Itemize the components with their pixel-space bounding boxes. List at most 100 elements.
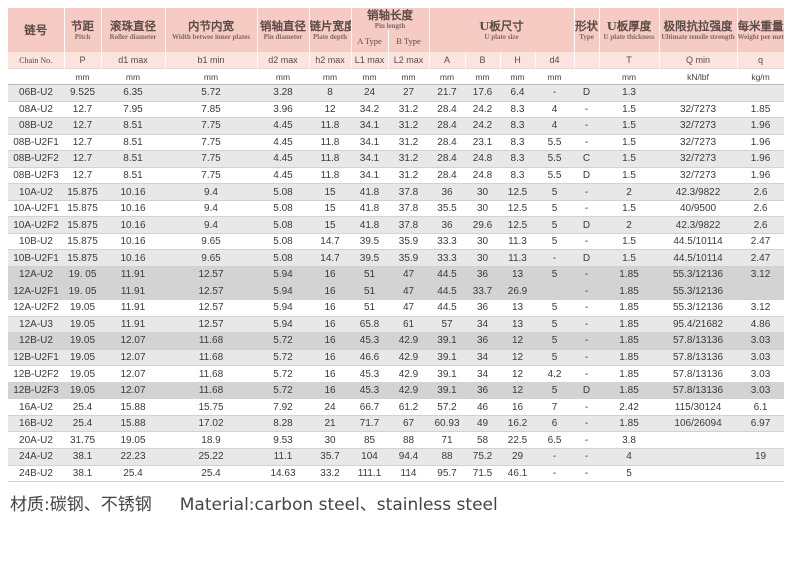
table-cell: 66.7: [351, 398, 388, 416]
table-cell: 7.95: [101, 101, 165, 119]
table-row: 20A-U2 31.75 19.05 18.9 9.53 30 85 88 71 58 22.5 6.…: [8, 431, 785, 450]
table-cell: -: [574, 233, 600, 251]
table-cell: 5: [535, 299, 575, 317]
table-row: 12A-U2F1 19. 05 11.91 12.57 5.94 16 51 47 44.5 33…: [8, 283, 785, 301]
table-cell: 12.5: [500, 216, 535, 234]
table-cell: 46.1: [500, 465, 535, 483]
table-cell: 34.1: [351, 150, 388, 168]
table-cell: 11.8: [309, 150, 351, 168]
table-cell: 12.7: [64, 134, 101, 152]
table-cell: 11.68: [165, 349, 257, 367]
col-pitch-header: 节距 Pitch: [64, 8, 102, 52]
table-cell: 15: [309, 183, 351, 201]
table-cell: 8.51: [101, 134, 165, 152]
table-cell: 57.8/13136: [659, 382, 738, 400]
table-cell: 44.5: [429, 266, 465, 284]
table-cell: 5: [535, 183, 575, 201]
table-cell: [737, 283, 785, 301]
table-cell: 25.4: [101, 465, 165, 483]
table-cell: 5.08: [257, 249, 309, 268]
table-cell: 16: [309, 349, 351, 367]
table-cell: 45.3: [351, 382, 388, 400]
table-cell: 49: [465, 415, 500, 433]
table-cell: 9.4: [165, 200, 257, 218]
chain-no-cell: 10A-U2F2: [8, 216, 64, 234]
symbol-cell: h2 max: [309, 52, 352, 69]
table-cell: 9.53: [257, 431, 309, 450]
table-cell: 114: [388, 465, 429, 483]
table-cell: 19. 05: [64, 266, 101, 284]
chain-no-cell: 20A-U2: [8, 431, 64, 450]
table-cell: 19.05: [64, 299, 101, 317]
table-cell: 29.6: [465, 216, 500, 234]
table-cell: 19. 05: [64, 283, 101, 301]
table-cell: 71: [429, 431, 465, 450]
table-cell: 6.4: [500, 84, 535, 102]
table-cell: 15.875: [64, 183, 101, 201]
table-cell: 41.8: [351, 200, 388, 218]
table-cell: 9.65: [165, 233, 257, 251]
table-cell: 2.6: [737, 216, 785, 234]
header-row-pin-types: A Type B Type: [8, 30, 784, 52]
table-cell: 12.07: [101, 332, 165, 350]
table-cell: 37.8: [388, 200, 429, 218]
table-cell: [737, 465, 785, 483]
table-cell: 1.96: [737, 134, 785, 152]
material-zh: 材质:碳钢、不锈钢: [10, 495, 152, 515]
table-cell: 14.7: [309, 233, 351, 251]
table-cell: 26.9: [500, 283, 535, 301]
table-cell: 15.875: [64, 216, 101, 234]
table-cell: -: [574, 365, 600, 383]
table-cell: 1.85: [599, 382, 660, 400]
unit-cell: [574, 68, 600, 85]
symbol-cell: A: [429, 52, 466, 69]
table-cell: D: [574, 84, 600, 102]
table-cell: 106/26094: [659, 415, 738, 433]
table-cell: 42.9: [388, 365, 429, 383]
material-en: Material:carbon steel、stainless steel: [179, 495, 498, 515]
table-cell: 11.8: [309, 134, 351, 152]
chain-no-cell: 06B-U2: [8, 84, 64, 102]
table-cell: -: [574, 117, 600, 135]
chain-no-cell: 12B-U2F1: [8, 349, 64, 367]
table-cell: 39.5: [351, 233, 388, 251]
table-cell: 1.5: [599, 167, 660, 185]
table-cell: 55.3/12136: [659, 283, 738, 301]
table-cell: -: [535, 84, 575, 102]
table-cell: 51: [351, 299, 388, 317]
table-cell: 28.4: [429, 101, 465, 119]
table-cell: 3.12: [737, 266, 785, 284]
table-cell: [737, 84, 785, 102]
table-cell: 8.3: [500, 101, 535, 119]
table-cell: 3.03: [737, 365, 785, 383]
table-cell: 44.5: [429, 283, 465, 301]
table-cell: -: [535, 448, 575, 466]
table-cell: 8.51: [101, 150, 165, 168]
table-row: 08B-U2 12.7 8.51 7.75 4.45 11.8 34.1 31.2 28.4 24…: [8, 117, 785, 135]
table-cell: 12.7: [64, 167, 101, 185]
table-cell: 11.68: [165, 365, 257, 383]
col-width-header: 内节内宽 Width betwee inner plates: [165, 8, 258, 52]
table-cell: 36: [465, 332, 500, 350]
table-cell: 13: [500, 299, 535, 317]
table-cell: 39.1: [429, 332, 465, 350]
symbol-cell: d2 max: [257, 52, 310, 69]
table-cell: 5: [535, 266, 575, 284]
table-cell: -: [574, 316, 600, 334]
table-cell: 16: [309, 382, 351, 400]
table-cell: 51: [351, 266, 388, 284]
table-cell: 45.3: [351, 332, 388, 350]
table-cell: 5.72: [257, 365, 309, 383]
table-cell: 16: [309, 299, 351, 317]
table-cell: 57.8/13136: [659, 332, 738, 350]
table-cell: 16: [309, 332, 351, 350]
table-cell: -: [574, 332, 600, 350]
col-chain-no-header: 链号: [8, 8, 65, 52]
table-cell: 8.3: [500, 150, 535, 168]
table-row: 10A-U2 15.875 10.16 9.4 5.08 15 41.8 37.8 36 30 12…: [8, 183, 785, 201]
table-cell: 6.35: [101, 84, 165, 102]
table-cell: 3.8: [599, 431, 660, 450]
table-row: 12B-U2F1 19.05 12.07 11.68 5.72 16 46.6 42.9 39.…: [8, 349, 785, 367]
unit-cell: mm: [388, 68, 429, 85]
chain-spec-table: 链号 节距 Pitch 滚珠直径 Roller diameter 内节内宽 Width…: [8, 8, 785, 483]
